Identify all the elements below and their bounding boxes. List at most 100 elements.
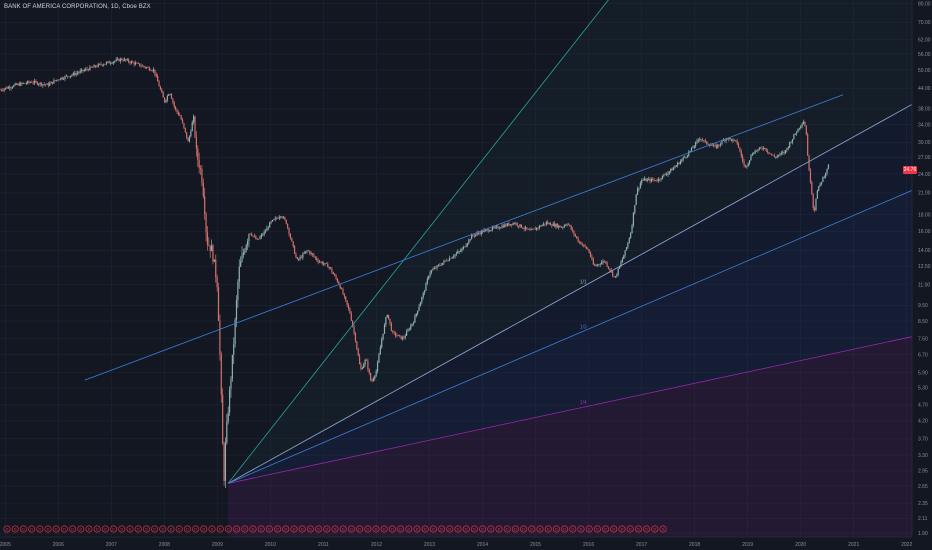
candle-body (695, 142, 697, 147)
candle-body (302, 253, 304, 258)
event-marker (175, 525, 183, 533)
event-marker (643, 525, 651, 533)
event-marker (298, 525, 306, 533)
candle-body (258, 238, 260, 240)
candle-body (758, 147, 760, 150)
candle-body (187, 138, 189, 142)
candle-body (65, 75, 67, 77)
event-marker-glyph: D (145, 527, 148, 531)
upper-trendline (84, 94, 844, 381)
candle-body (342, 289, 344, 295)
candle-body (385, 317, 387, 325)
candle-body (784, 149, 787, 154)
candle-body (51, 81, 54, 84)
fan-line-1-1 (227, 104, 912, 484)
candle-body (318, 261, 321, 263)
x-tick-label: 2006 (53, 542, 64, 548)
candle-body (641, 180, 643, 184)
candle-body (623, 255, 625, 260)
candle-body (259, 236, 261, 239)
event-marker-glyph: D (481, 527, 484, 531)
candle-body (393, 331, 395, 333)
y-tick-label: 6.70 (918, 353, 928, 359)
candle-body (220, 354, 222, 395)
candle-body (383, 324, 386, 334)
event-marker-glyph: D (596, 527, 599, 531)
candle-body (403, 337, 405, 339)
event-marker (93, 525, 101, 533)
candle-body (739, 147, 741, 152)
candle-body (201, 169, 203, 183)
candle-body (324, 263, 326, 264)
candle-body (751, 154, 753, 156)
candle-body (338, 282, 340, 285)
candle-body (103, 64, 105, 66)
event-marker (405, 525, 413, 533)
candle-body (808, 155, 810, 171)
candle-body (468, 239, 470, 244)
candle-body (588, 249, 590, 253)
candle-body (602, 261, 604, 263)
candle-body (151, 70, 153, 72)
candle-body (555, 224, 557, 227)
candle-body (549, 223, 552, 226)
event-marker-glyph: D (186, 527, 189, 531)
candle-body (735, 140, 737, 141)
event-marker (347, 525, 355, 533)
candle-body (664, 174, 666, 176)
candle-body (172, 98, 174, 103)
candle-body (213, 259, 215, 262)
candle-body (112, 61, 115, 64)
candle-body (527, 229, 529, 230)
fan-labels: 1/1 1/3 1/4 (580, 280, 587, 407)
candle-body (237, 281, 239, 301)
event-marker (110, 525, 118, 533)
candle-body (805, 126, 807, 135)
candle-body (309, 251, 311, 254)
candle-body (772, 155, 774, 156)
candle-body (227, 412, 229, 422)
candle-body (493, 227, 495, 228)
candle-body (188, 136, 191, 142)
candle-body (603, 261, 605, 262)
candle-body (681, 159, 683, 162)
candle-body (208, 244, 210, 246)
candle-body (717, 144, 719, 148)
candle-body (523, 228, 525, 230)
candle-body (245, 245, 247, 252)
candle-body (277, 218, 279, 219)
time-axis[interactable]: 2005 2006 2007 2008 2009 2010 2011 2012 2013 2014… (0, 536, 912, 548)
event-marker (315, 525, 323, 533)
candle-body (175, 106, 177, 110)
candle-body (775, 157, 777, 158)
candle-body (334, 274, 336, 276)
event-marker-glyph: D (547, 527, 550, 531)
event-marker (487, 525, 495, 533)
candle-body (547, 222, 549, 224)
candle-body (769, 153, 771, 155)
event-marker-glyph: D (137, 527, 140, 531)
candle-body (289, 234, 292, 239)
candle-body (761, 147, 763, 149)
y-tick-label: 80.00 (918, 1, 931, 7)
candle-body (71, 74, 73, 76)
candle-body (274, 218, 276, 220)
event-marker (19, 525, 27, 533)
candle-body (591, 256, 593, 260)
drawing-lines[interactable] (84, 0, 912, 484)
candle-body (378, 354, 380, 363)
event-marker-glyph: D (309, 527, 312, 531)
y-tick-label: 7.50 (918, 337, 928, 343)
candle-body (743, 161, 745, 165)
candle-body (722, 140, 724, 141)
price-axis[interactable]: 80.00 70.00 62.00 56.00 50.00 44.00 38.00 34.00… (911, 0, 931, 537)
candle-body (80, 69, 83, 71)
candle-body (177, 112, 180, 115)
candle-body (376, 362, 379, 372)
y-tick-label: 3.70 (918, 437, 928, 443)
candle-body (328, 267, 330, 268)
event-marker (69, 525, 77, 533)
event-marker (585, 525, 593, 533)
candle-body (721, 140, 723, 144)
